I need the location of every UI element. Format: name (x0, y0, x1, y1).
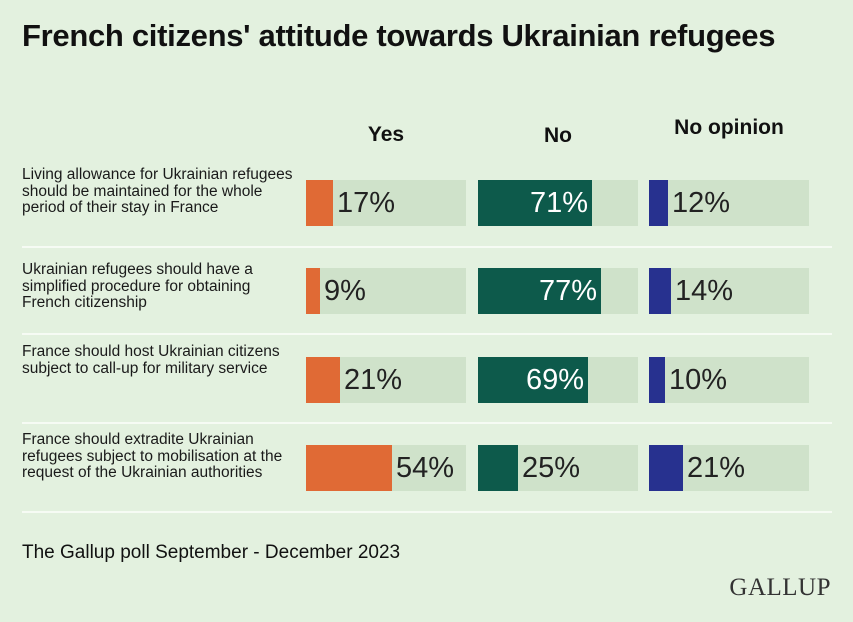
row-divider (22, 511, 832, 513)
bar-track: 69% (478, 357, 638, 403)
chart-title: French citizens' attitude towards Ukrain… (22, 18, 776, 53)
row-divider (22, 246, 832, 248)
bar-no (478, 445, 518, 491)
bar-no (478, 180, 592, 226)
column-header-no: No (544, 124, 572, 147)
value-label: 77% (538, 275, 597, 307)
column-header-no-opinion: No opinion (674, 116, 784, 139)
bar-track: 77% (478, 268, 638, 314)
bar-track: 71% (478, 180, 638, 226)
value-label: 14% (675, 275, 734, 307)
value-label: 12% (672, 187, 731, 219)
value-label: 69% (525, 364, 584, 396)
row-label: Ukrainian refugees should have a simplif… (22, 261, 253, 311)
row-divider (22, 422, 832, 424)
source-note: The Gallup poll September - December 202… (22, 542, 401, 563)
value-label: 17% (337, 187, 396, 219)
column-header-yes: Yes (367, 123, 405, 146)
row-label: France should extradite Ukrainian refuge… (22, 431, 283, 481)
bar-no-opinion (649, 268, 671, 314)
row-label: France should host Ukrainian citizens su… (22, 343, 280, 377)
value-label: 9% (324, 275, 366, 307)
bar-yes (306, 268, 320, 314)
value-label: 54% (396, 452, 455, 484)
value-label: 10% (669, 364, 728, 396)
gallup-logo: GALLUP (729, 574, 831, 601)
bar-no (478, 268, 601, 314)
bar-track: 25% (478, 445, 638, 491)
bar-track: 10% (649, 357, 809, 403)
value-label: 25% (522, 452, 581, 484)
bar-track: 17% (306, 180, 466, 226)
bar-no-opinion (649, 357, 665, 403)
bar-no-opinion (649, 445, 683, 491)
row-label: Living allowance for Ukrainian refugees … (22, 166, 293, 216)
value-label: 71% (529, 187, 588, 219)
value-label: 21% (344, 364, 403, 396)
bar-track: 9% (306, 268, 466, 314)
value-label: 21% (687, 452, 746, 484)
bar-track: 14% (649, 268, 809, 314)
bar-track: 21% (306, 357, 466, 403)
bar-yes (306, 445, 392, 491)
bar-no (478, 357, 588, 403)
row-divider (22, 333, 832, 335)
bar-yes (306, 180, 333, 226)
bar-no-opinion (649, 180, 668, 226)
bar-track: 54% (306, 445, 466, 491)
bar-track: 21% (649, 445, 809, 491)
bar-yes (306, 357, 340, 403)
bar-track: 12% (649, 180, 809, 226)
